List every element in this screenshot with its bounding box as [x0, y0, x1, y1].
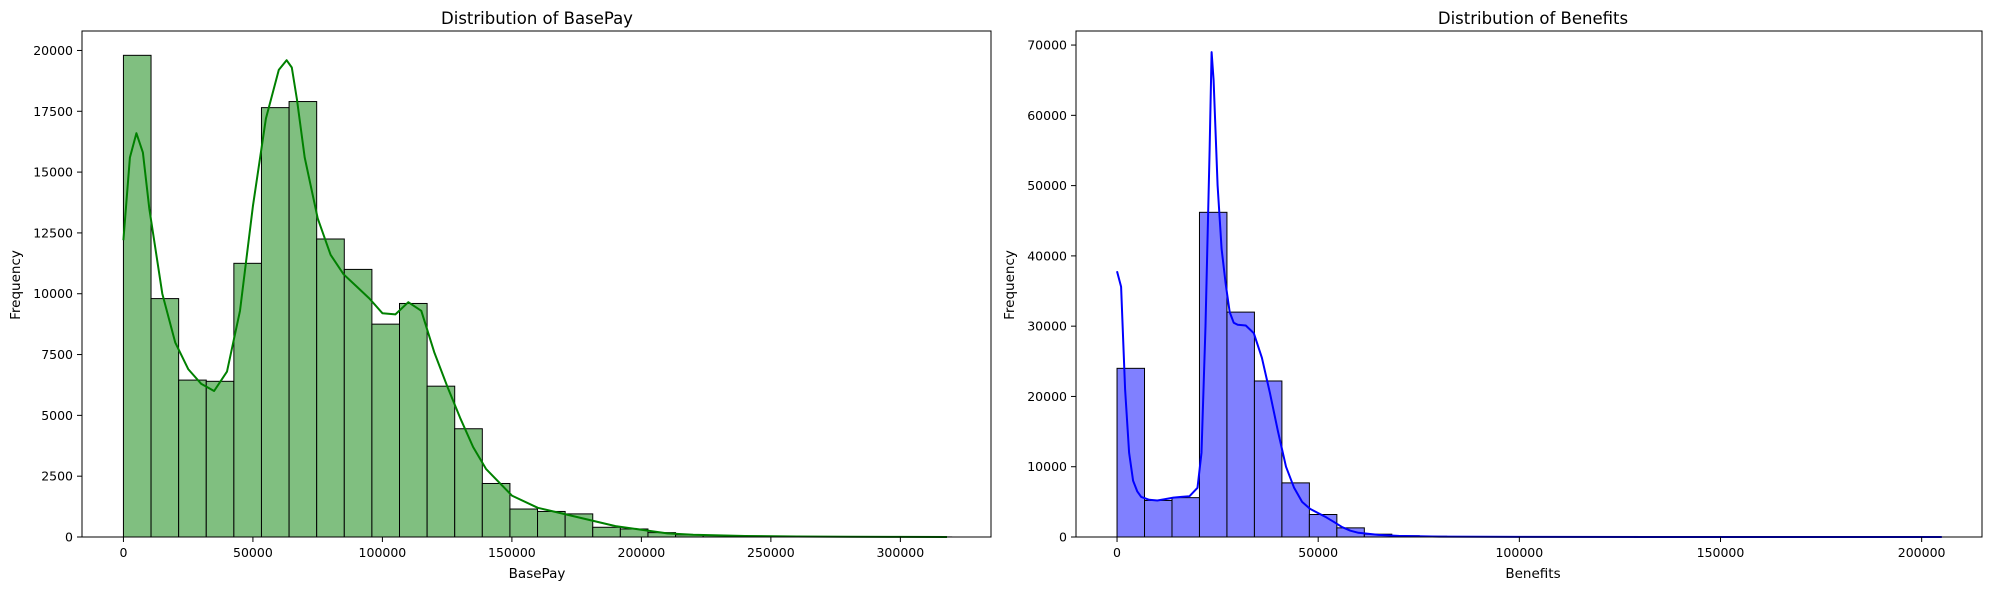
benefits-kde-line [1116, 51, 1942, 538]
benefits-bar [1144, 499, 1173, 538]
basepay-x-tick-label: 50000 [233, 545, 273, 560]
basepay-bar [288, 101, 318, 538]
basepay-bar [592, 526, 621, 538]
benefits-bar [1253, 380, 1283, 538]
basepay-bar [122, 54, 152, 538]
basepay-bar [454, 428, 483, 538]
basepay-y-tick-label: 20000 [33, 43, 73, 58]
basepay-x-tick-label: 250000 [747, 545, 795, 560]
basepay-y-tick-label: 5000 [41, 408, 73, 423]
benefits-ylabel: Frequency [1002, 250, 1018, 320]
basepay-bar [260, 107, 290, 538]
benefits-bar [1171, 497, 1200, 538]
benefits-x-tick-label: 50000 [1298, 545, 1338, 560]
basepay-x-tick-label: 100000 [359, 545, 407, 560]
basepay-y-tick-label: 10000 [33, 286, 73, 301]
benefits-y-tick-label: 0 [1059, 530, 1067, 545]
basepay-bar [426, 385, 456, 538]
basepay-bar [150, 298, 180, 538]
basepay-bar [233, 262, 262, 538]
basepay-y-tick-label: 12500 [33, 225, 73, 240]
benefits-y-tick-label: 20000 [1027, 389, 1067, 404]
basepay-bars [122, 54, 953, 538]
basepay-plot-frame [81, 30, 992, 538]
benefits-x-tick-label: 100000 [1495, 545, 1543, 560]
benefits-x-tick-label: 0 [1113, 545, 1121, 560]
basepay-x-tick-label: 200000 [618, 545, 666, 560]
benefits-y-tick-label: 40000 [1027, 248, 1067, 263]
basepay-title: Distribution of BasePay [441, 9, 633, 28]
basepay-bar [205, 380, 235, 538]
basepay-bar [316, 238, 345, 538]
benefits-bar [1308, 514, 1338, 538]
basepay-xlabel: BasePay [509, 566, 566, 582]
basepay-bar [178, 379, 207, 538]
benefits-x-axis: 0 50000 100000 150000 200000 [1113, 537, 1946, 560]
basepay-y-tick-label: 7500 [41, 347, 73, 362]
basepay-ylabel: Frequency [8, 250, 24, 320]
basepay-bar [371, 323, 401, 538]
benefits-plot-frame [1075, 30, 1983, 538]
basepay-y-tick-label: 15000 [33, 165, 73, 180]
benefits-y-tick-label: 30000 [1027, 319, 1067, 334]
basepay-bar [399, 302, 428, 538]
basepay-subplot: Distribution of BasePay Frequency BasePa… [8, 9, 992, 582]
basepay-y-tick-label: 17500 [33, 104, 73, 119]
basepay-x-tick-label: 300000 [876, 545, 924, 560]
basepay-bar [537, 510, 566, 538]
benefits-y-tick-label: 10000 [1027, 459, 1067, 474]
benefits-title: Distribution of Benefits [1438, 9, 1628, 28]
benefits-bars [1116, 211, 1942, 538]
benefits-y-tick-label: 70000 [1027, 38, 1067, 53]
basepay-bar [481, 482, 511, 538]
benefits-bar [1116, 367, 1146, 538]
basepay-y-tick-label: 2500 [41, 469, 73, 484]
benefits-x-tick-label: 200000 [1898, 545, 1946, 560]
benefits-xlabel: Benefits [1505, 566, 1560, 582]
basepay-y-axis: 0 2500 5000 7500 10000 12500 15000 17500 20000 [33, 43, 82, 545]
benefits-y-tick-label: 50000 [1027, 178, 1067, 193]
basepay-x-tick-label: 0 [119, 545, 127, 560]
basepay-bar [509, 508, 539, 538]
basepay-x-tick-label: 150000 [488, 545, 536, 560]
basepay-y-tick-label: 0 [65, 530, 73, 545]
benefits-y-axis: 0 10000 20000 30000 40000 50000 60000 70000 [1027, 38, 1076, 545]
basepay-bar [343, 268, 373, 538]
benefits-x-tick-label: 150000 [1697, 545, 1745, 560]
benefits-y-tick-label: 60000 [1027, 108, 1067, 123]
basepay-kde-line [122, 59, 948, 538]
benefits-bar [1226, 311, 1255, 538]
basepay-x-axis: 0 50000 100000 150000 200000 250000 300000 [119, 537, 924, 560]
benefits-subplot: Distribution of Benefits Frequency Benef… [1002, 9, 1983, 582]
